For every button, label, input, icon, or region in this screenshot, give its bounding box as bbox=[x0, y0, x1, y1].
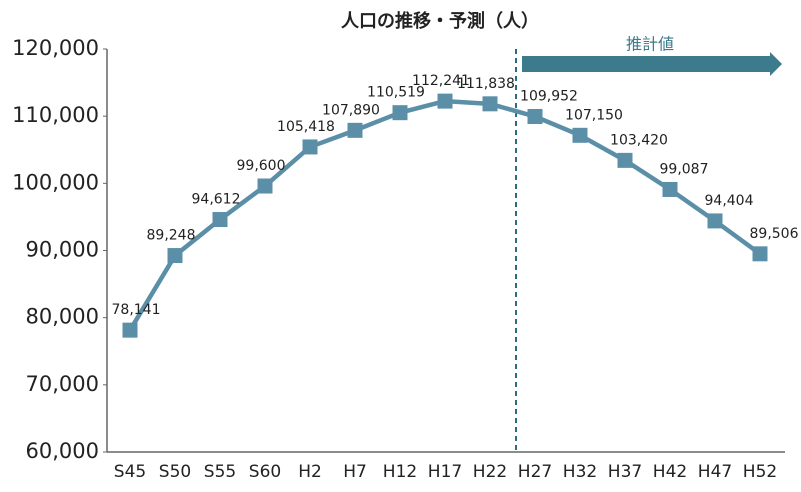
x-tick-label: H37 bbox=[608, 462, 642, 482]
data-point bbox=[572, 127, 588, 143]
x-tick-label: H12 bbox=[383, 462, 417, 482]
y-tick-label: 80,000 bbox=[26, 305, 99, 329]
data-point bbox=[347, 122, 363, 138]
x-tick-label: H2 bbox=[298, 462, 322, 482]
y-tick-label: 70,000 bbox=[26, 372, 99, 396]
data-label: 99,087 bbox=[660, 161, 709, 177]
data-point bbox=[437, 93, 453, 109]
x-tick-label: S60 bbox=[249, 462, 281, 482]
x-tick-label: H17 bbox=[428, 462, 462, 482]
data-point bbox=[302, 139, 318, 155]
x-tick-label: H7 bbox=[343, 462, 367, 482]
data-label: 107,150 bbox=[565, 107, 623, 123]
data-point bbox=[482, 96, 498, 112]
x-tick-label: S55 bbox=[204, 462, 236, 482]
data-label: 110,519 bbox=[367, 85, 425, 101]
data-point bbox=[617, 152, 633, 168]
data-point bbox=[527, 108, 543, 124]
data-point bbox=[707, 213, 723, 229]
data-point bbox=[212, 212, 228, 228]
data-label: 103,420 bbox=[610, 132, 668, 148]
x-tick-label: H47 bbox=[698, 462, 732, 482]
y-tick-label: 100,000 bbox=[12, 170, 99, 194]
data-point bbox=[257, 178, 273, 194]
data-point bbox=[167, 248, 183, 264]
x-tick-label: H27 bbox=[518, 462, 552, 482]
data-label: 112,241 bbox=[412, 73, 470, 89]
data-label: 94,612 bbox=[192, 192, 241, 208]
data-label: 78,141 bbox=[112, 302, 161, 318]
data-label: 107,890 bbox=[322, 102, 380, 118]
forecast-arrow bbox=[522, 52, 782, 76]
data-label: 94,404 bbox=[705, 193, 754, 209]
x-tick-label: H42 bbox=[653, 462, 687, 482]
chart-title: 人口の推移・予測（人） bbox=[341, 10, 539, 32]
x-tick-label: S50 bbox=[159, 462, 191, 482]
data-point bbox=[662, 181, 678, 197]
y-tick-label: 120,000 bbox=[12, 36, 99, 60]
data-label: 109,952 bbox=[520, 88, 578, 104]
annotation: 推計値 bbox=[626, 35, 674, 54]
x-tick-label: H22 bbox=[473, 462, 507, 482]
data-point bbox=[122, 322, 138, 338]
y-tick-label: 90,000 bbox=[26, 238, 99, 262]
data-point bbox=[392, 105, 408, 121]
data-label: 89,248 bbox=[147, 228, 196, 244]
data-label: 89,506 bbox=[750, 226, 799, 242]
x-tick-label: H52 bbox=[743, 462, 777, 482]
data-label: 99,600 bbox=[237, 158, 286, 174]
x-tick-label: S45 bbox=[114, 462, 146, 482]
x-tick-label: H32 bbox=[563, 462, 597, 482]
y-tick-label: 60,000 bbox=[26, 439, 99, 463]
data-label: 111,838 bbox=[457, 76, 515, 92]
y-tick-label: 110,000 bbox=[12, 103, 99, 127]
data-point bbox=[752, 246, 768, 262]
data-label: 105,418 bbox=[277, 119, 335, 135]
